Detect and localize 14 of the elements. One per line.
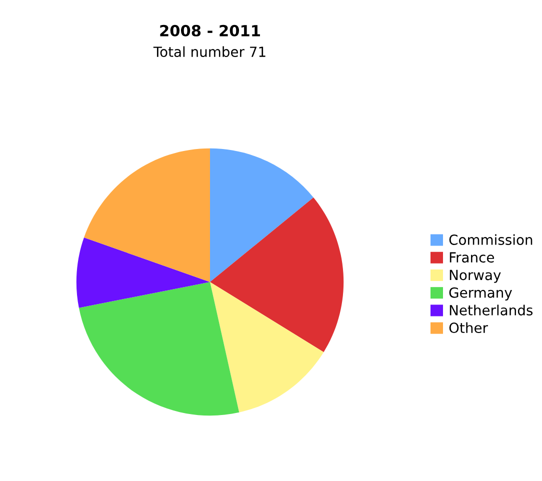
legend-label: Netherlands xyxy=(450,304,533,316)
legend-label: Commission xyxy=(449,234,532,246)
chart-title: 2008 - 2011 xyxy=(160,24,260,36)
chart-subtitle: Total number 71 xyxy=(153,46,266,58)
pie-slice xyxy=(210,282,324,412)
pie-slice xyxy=(210,148,314,282)
pie-slice xyxy=(210,197,344,352)
legend-label: Norway xyxy=(450,270,501,283)
pie-slice xyxy=(76,238,210,308)
legend-label: Other xyxy=(449,322,488,334)
legend-label: France xyxy=(450,252,494,263)
legend-label: Germany xyxy=(449,287,512,301)
pie-slice xyxy=(78,282,240,416)
pie-slice xyxy=(84,148,210,282)
